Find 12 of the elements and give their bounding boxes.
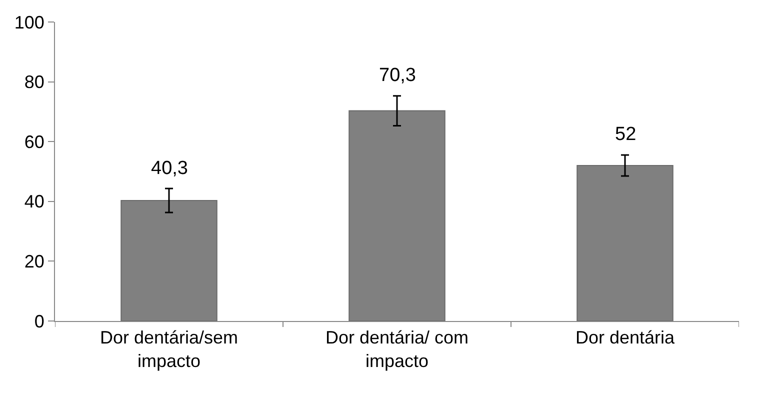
data-label: 70,3 bbox=[379, 65, 416, 86]
data-label: 40,3 bbox=[151, 158, 188, 179]
data-label: 52 bbox=[615, 124, 636, 145]
y-tick-label: 100 bbox=[14, 12, 44, 32]
y-tick-label: 60 bbox=[24, 132, 44, 152]
x-tick-label: Dor dentária bbox=[575, 328, 676, 348]
x-tick-label: Dor dentária/sem impacto bbox=[100, 328, 238, 371]
y-tick-label: 0 bbox=[34, 311, 44, 332]
y-tick-label: 40 bbox=[24, 192, 44, 212]
x-tick-label: Dor dentária/ com impacto bbox=[325, 328, 469, 371]
y-tick-label: 20 bbox=[24, 252, 44, 272]
y-tick-label: 80 bbox=[24, 72, 44, 92]
